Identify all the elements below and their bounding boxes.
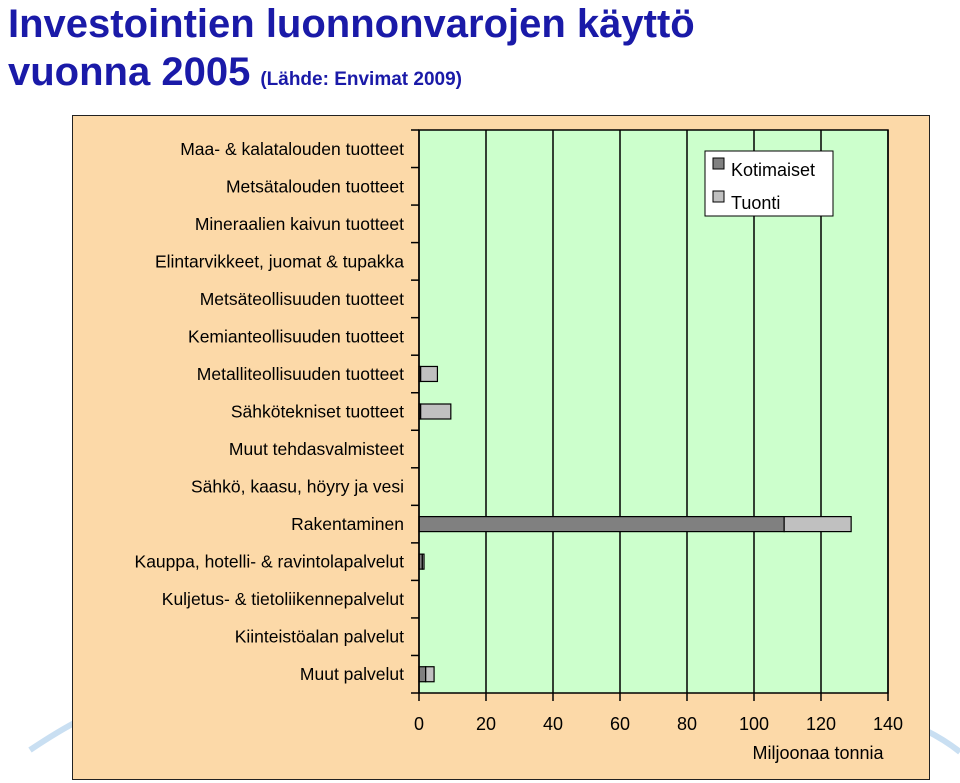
title-line-1: Investointien luonnonvarojen käyttö [8,2,695,46]
legend: Kotimaiset Tuonti [704,150,834,217]
title-source: (Lähde: Envimat 2009) [260,69,462,90]
category-label: Maa- & kalatalouden tuotteet [180,139,404,159]
category-label: Metsäteollisuuden tuotteet [200,289,404,309]
bar-segment-kotimaiset [418,666,427,683]
title-year: vuonna 2005 [8,50,251,94]
category-label: Rakentaminen [291,514,404,534]
axes [411,129,889,701]
x-tick-label: 40 [543,714,563,734]
category-label: Kiinteistöalan palvelut [235,627,404,647]
legend-label-tuonti: Tuonti [731,193,780,213]
plot-area [419,130,888,693]
x-tick-labels: 0 20 40 60 80 100 120 140 [414,714,903,734]
bar-segment-tuonti [783,515,852,533]
category-labels: Maa- & kalatalouden tuotteet Metsätaloude… [135,139,405,684]
bar-segment-kotimaiset [418,515,785,533]
x-tick-label: 80 [677,714,697,734]
legend-swatch-kotimaiset [712,157,725,170]
legend-swatch-tuonti [712,190,725,203]
x-tick-label: 100 [739,714,769,734]
x-tick-label: 120 [806,714,836,734]
category-label: Kemianteollisuuden tuotteet [188,326,404,346]
bar-segment-tuonti [425,666,435,683]
category-label: Metalliteollisuuden tuotteet [197,364,404,384]
x-tick-label: 140 [873,714,903,734]
category-label: Metsätalouden tuotteet [226,176,404,196]
page-title: Investointien luonnonvarojen käyttö vuon… [8,0,695,104]
title-line-2: vuonna 2005 (Lähde: Envimat 2009) [8,48,695,104]
bar-segment-tuonti [421,553,425,570]
category-label: Kauppa, hotelli- & ravintolapalvelut [135,552,405,572]
category-label: Sähkö, kaasu, höyry ja vesi [191,477,404,497]
category-label: Muut tehdasvalmisteet [229,439,404,459]
x-axis-title: Miljoonaa tonnia [752,743,884,763]
category-label: Sähkötekniset tuotteet [231,402,404,422]
x-tick-label: 20 [476,714,496,734]
x-tick-label: 0 [414,714,424,734]
bars [418,365,852,683]
category-label: Kuljetus- & tietoliikennepalvelut [162,589,404,609]
bar-segment-tuonti [420,365,439,383]
legend-label-kotimaiset: Kotimaiset [731,160,815,180]
x-tick-label: 60 [610,714,630,734]
category-label: Mineraalien kaivun tuotteet [195,214,404,234]
legend-box [704,150,834,217]
category-label: Muut palvelut [300,664,404,684]
category-label: Elintarvikkeet, juomat & tupakka [155,251,404,271]
bar-segment-tuonti [420,403,452,420]
